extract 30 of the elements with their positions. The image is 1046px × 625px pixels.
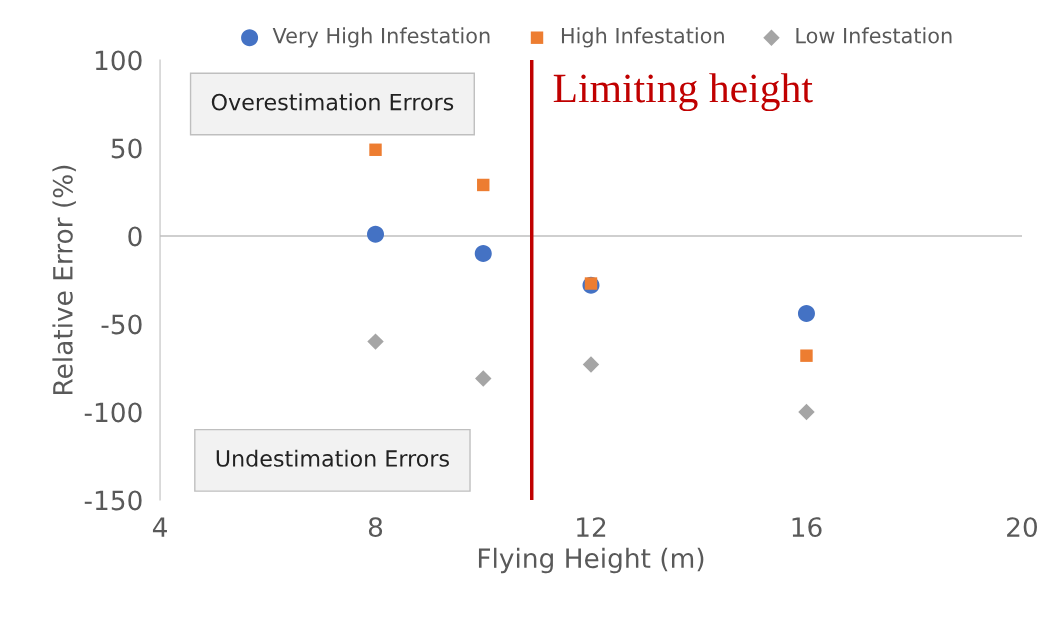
y-tick-label: 100 (95, 50, 142, 71)
point (800, 349, 813, 362)
point (477, 178, 490, 192)
y-tick-label: -100 (84, 402, 142, 423)
point (367, 333, 384, 350)
legend-label: High Infestation (561, 27, 724, 48)
x-tick-label: 12 (577, 517, 606, 537)
legend-label: Low Infestation (796, 27, 952, 44)
x-tick-label: 16 (792, 517, 822, 538)
point (369, 143, 382, 156)
y-axis-title: Relative Error (%) (52, 165, 76, 394)
y-tick-label: -150 (84, 490, 142, 511)
y-tick-label: 0 (128, 226, 142, 247)
annotation: Overestimation Errors (211, 93, 454, 111)
y-tick-label: 50 (111, 138, 142, 159)
point (367, 225, 385, 243)
point (475, 370, 492, 387)
x-tick-label: 20 (1007, 517, 1037, 538)
ref-line-label: Limiting height (553, 73, 813, 112)
annotation: Undestimation Errors (216, 449, 449, 467)
x-axis-title: Flying Height (m) (478, 547, 704, 574)
legend-label: Very High Infestation (272, 27, 490, 48)
point (582, 356, 600, 373)
y-tick-label: -50 (101, 314, 142, 335)
point (584, 277, 598, 290)
point (474, 245, 492, 263)
point (798, 403, 815, 421)
x-tick-label: 4 (152, 517, 167, 537)
point (797, 304, 815, 322)
x-tick-label: 8 (368, 517, 383, 538)
